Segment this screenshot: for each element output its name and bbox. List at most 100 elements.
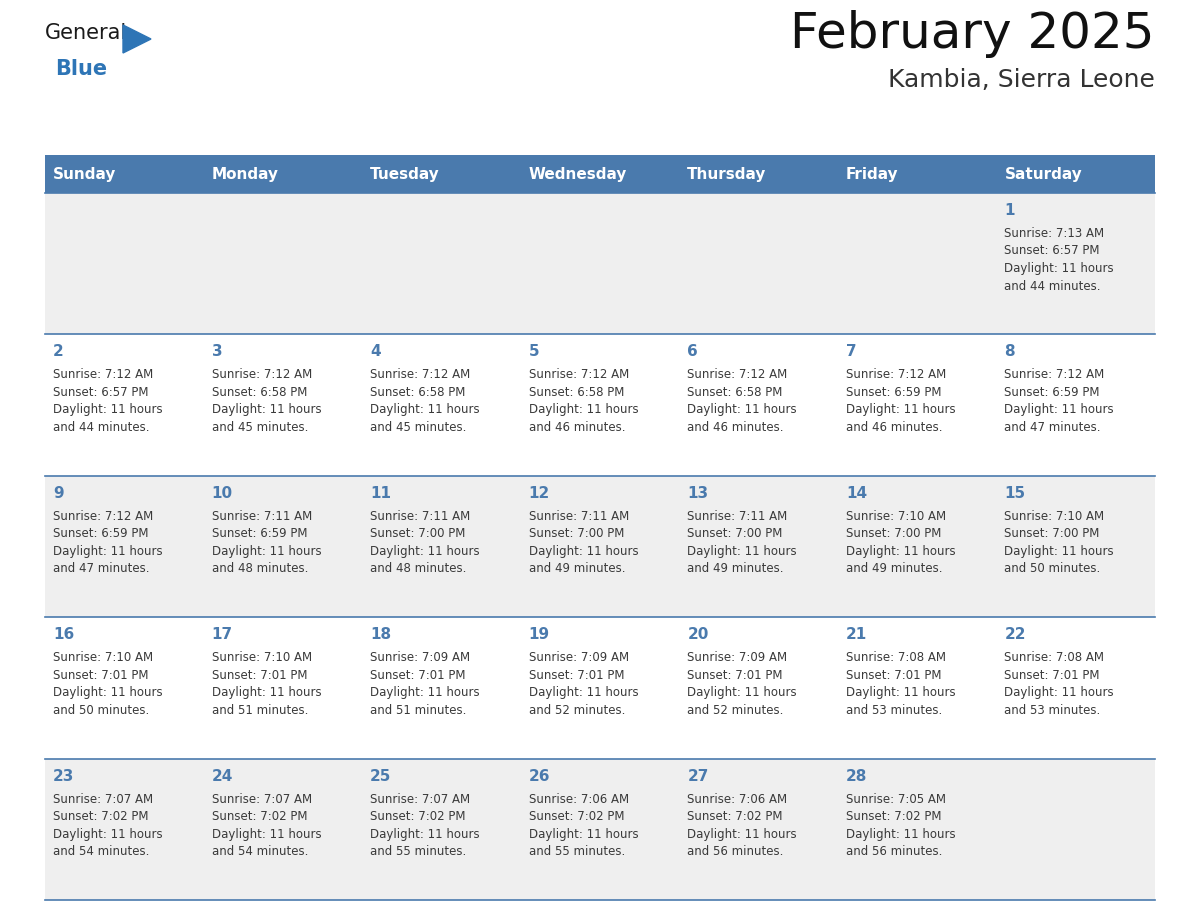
Text: and 55 minutes.: and 55 minutes. [529, 845, 625, 858]
Text: Daylight: 11 hours: Daylight: 11 hours [1004, 544, 1114, 558]
Text: 15: 15 [1004, 486, 1025, 501]
Bar [520, 617, 680, 758]
Text: 26: 26 [529, 768, 550, 784]
Text: 16: 16 [53, 627, 74, 643]
Text: Sunset: 7:00 PM: Sunset: 7:00 PM [688, 527, 783, 541]
Text: Sunrise: 7:12 AM: Sunrise: 7:12 AM [688, 368, 788, 381]
Bar [680, 758, 838, 900]
Text: Sunset: 7:00 PM: Sunset: 7:00 PM [371, 527, 466, 541]
Text: Sunset: 7:01 PM: Sunset: 7:01 PM [529, 668, 624, 682]
Text: Daylight: 11 hours: Daylight: 11 hours [846, 403, 955, 417]
Text: 14: 14 [846, 486, 867, 501]
Bar [680, 476, 838, 617]
Text: 18: 18 [371, 627, 391, 643]
Text: and 46 minutes.: and 46 minutes. [529, 420, 625, 434]
Bar [997, 758, 1155, 900]
Text: and 45 minutes.: and 45 minutes. [371, 420, 467, 434]
Text: and 50 minutes.: and 50 minutes. [53, 704, 150, 717]
Text: Sunrise: 7:08 AM: Sunrise: 7:08 AM [1004, 651, 1105, 665]
Text: Sunrise: 7:07 AM: Sunrise: 7:07 AM [371, 792, 470, 806]
Bar [203, 758, 362, 900]
Text: Blue: Blue [55, 59, 107, 79]
Text: and 53 minutes.: and 53 minutes. [1004, 704, 1100, 717]
Bar [520, 476, 680, 617]
Text: and 54 minutes.: and 54 minutes. [53, 845, 150, 858]
Text: Daylight: 11 hours: Daylight: 11 hours [371, 403, 480, 417]
Text: and 52 minutes.: and 52 minutes. [688, 704, 784, 717]
Text: Daylight: 11 hours: Daylight: 11 hours [688, 686, 797, 700]
Text: Sunset: 7:01 PM: Sunset: 7:01 PM [371, 668, 466, 682]
Text: and 46 minutes.: and 46 minutes. [688, 420, 784, 434]
Text: 23: 23 [53, 768, 75, 784]
Text: Sunset: 7:01 PM: Sunset: 7:01 PM [211, 668, 307, 682]
Text: Sunrise: 7:11 AM: Sunrise: 7:11 AM [371, 509, 470, 522]
Bar [362, 476, 520, 617]
Text: and 50 minutes.: and 50 minutes. [1004, 563, 1100, 576]
Bar [45, 155, 1155, 193]
Text: Sunrise: 7:11 AM: Sunrise: 7:11 AM [688, 509, 788, 522]
Text: and 54 minutes.: and 54 minutes. [211, 845, 308, 858]
Text: Sunrise: 7:10 AM: Sunrise: 7:10 AM [211, 651, 311, 665]
Text: and 48 minutes.: and 48 minutes. [371, 563, 467, 576]
Text: Sunrise: 7:13 AM: Sunrise: 7:13 AM [1004, 227, 1105, 240]
Text: Sunrise: 7:11 AM: Sunrise: 7:11 AM [211, 509, 311, 522]
Text: and 45 minutes.: and 45 minutes. [211, 420, 308, 434]
Text: Daylight: 11 hours: Daylight: 11 hours [688, 544, 797, 558]
Text: Sunset: 7:01 PM: Sunset: 7:01 PM [688, 668, 783, 682]
Text: and 52 minutes.: and 52 minutes. [529, 704, 625, 717]
Text: Sunrise: 7:12 AM: Sunrise: 7:12 AM [846, 368, 946, 381]
Text: Sunrise: 7:05 AM: Sunrise: 7:05 AM [846, 792, 946, 806]
Text: and 51 minutes.: and 51 minutes. [211, 704, 308, 717]
Text: 25: 25 [371, 768, 392, 784]
Text: and 47 minutes.: and 47 minutes. [1004, 420, 1101, 434]
Text: and 48 minutes.: and 48 minutes. [211, 563, 308, 576]
Bar [45, 476, 203, 617]
Text: 1: 1 [1004, 203, 1015, 218]
Text: Sunset: 7:02 PM: Sunset: 7:02 PM [211, 810, 307, 823]
Bar [838, 334, 997, 476]
Text: 7: 7 [846, 344, 857, 360]
Text: Sunset: 7:02 PM: Sunset: 7:02 PM [53, 810, 148, 823]
Text: Kambia, Sierra Leone: Kambia, Sierra Leone [889, 68, 1155, 92]
Text: 10: 10 [211, 486, 233, 501]
Bar [203, 476, 362, 617]
Text: Daylight: 11 hours: Daylight: 11 hours [846, 544, 955, 558]
Bar [838, 476, 997, 617]
Text: Sunrise: 7:09 AM: Sunrise: 7:09 AM [529, 651, 628, 665]
Text: Daylight: 11 hours: Daylight: 11 hours [211, 828, 321, 841]
Text: Tuesday: Tuesday [371, 166, 440, 182]
Text: Sunrise: 7:12 AM: Sunrise: 7:12 AM [1004, 368, 1105, 381]
Text: Sunset: 6:59 PM: Sunset: 6:59 PM [53, 527, 148, 541]
Text: and 51 minutes.: and 51 minutes. [371, 704, 467, 717]
Text: 4: 4 [371, 344, 381, 360]
Text: Daylight: 11 hours: Daylight: 11 hours [688, 828, 797, 841]
Text: and 47 minutes.: and 47 minutes. [53, 563, 150, 576]
Text: Daylight: 11 hours: Daylight: 11 hours [53, 403, 163, 417]
Text: Sunrise: 7:06 AM: Sunrise: 7:06 AM [529, 792, 628, 806]
Text: Thursday: Thursday [688, 166, 766, 182]
Bar [680, 193, 838, 334]
Bar [362, 617, 520, 758]
Bar [997, 334, 1155, 476]
Text: Sunset: 6:59 PM: Sunset: 6:59 PM [211, 527, 307, 541]
Text: Daylight: 11 hours: Daylight: 11 hours [211, 403, 321, 417]
Text: Sunset: 6:58 PM: Sunset: 6:58 PM [688, 386, 783, 399]
Text: Sunrise: 7:11 AM: Sunrise: 7:11 AM [529, 509, 628, 522]
Text: Daylight: 11 hours: Daylight: 11 hours [211, 544, 321, 558]
Text: and 49 minutes.: and 49 minutes. [846, 563, 942, 576]
Text: Sunset: 7:00 PM: Sunset: 7:00 PM [529, 527, 624, 541]
Text: Sunset: 7:02 PM: Sunset: 7:02 PM [688, 810, 783, 823]
Text: 19: 19 [529, 627, 550, 643]
Text: Sunrise: 7:10 AM: Sunrise: 7:10 AM [53, 651, 153, 665]
Text: 12: 12 [529, 486, 550, 501]
Text: Sunset: 6:57 PM: Sunset: 6:57 PM [1004, 244, 1100, 258]
Text: Daylight: 11 hours: Daylight: 11 hours [1004, 403, 1114, 417]
Text: 6: 6 [688, 344, 699, 360]
Text: and 44 minutes.: and 44 minutes. [53, 420, 150, 434]
Text: and 49 minutes.: and 49 minutes. [688, 563, 784, 576]
Text: Sunset: 7:02 PM: Sunset: 7:02 PM [846, 810, 941, 823]
Text: Sunrise: 7:09 AM: Sunrise: 7:09 AM [371, 651, 470, 665]
Text: Daylight: 11 hours: Daylight: 11 hours [846, 828, 955, 841]
Bar [520, 758, 680, 900]
Bar [997, 476, 1155, 617]
